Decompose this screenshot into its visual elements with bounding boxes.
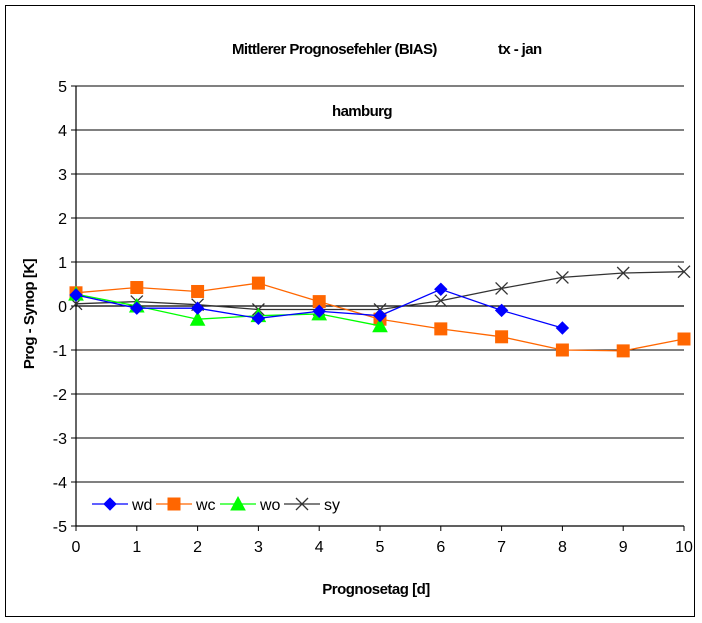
x-marker-stroke bbox=[616, 266, 630, 280]
chart-title-suffix: tx - jan bbox=[498, 41, 542, 58]
data-point-wd bbox=[373, 308, 387, 323]
legend-item-wo: wo bbox=[220, 495, 281, 514]
chart-title: Mittlerer Prognosefehler (BIAS) bbox=[232, 41, 437, 58]
legend-marker bbox=[167, 497, 181, 511]
y-axis-title: Prog - Synop [K] bbox=[21, 258, 38, 369]
series-line-sy bbox=[75, 271, 685, 311]
data-point-sy bbox=[677, 265, 691, 279]
y-tick-label: -5 bbox=[53, 519, 67, 536]
series-group bbox=[68, 265, 691, 358]
y-tick-label: 1 bbox=[58, 255, 67, 272]
data-point-wc bbox=[616, 344, 630, 358]
data-point-wc bbox=[677, 332, 691, 346]
y-tick-label: -1 bbox=[53, 343, 67, 360]
legend-item-sy: sy bbox=[284, 497, 340, 514]
data-point-wc bbox=[555, 343, 569, 357]
axes bbox=[71, 85, 685, 531]
data-point-wd bbox=[130, 301, 144, 315]
x-tick-label: 7 bbox=[497, 539, 506, 556]
x-tick-label: 5 bbox=[376, 539, 385, 556]
x-tick-label: 4 bbox=[315, 539, 324, 556]
data-point-sy bbox=[495, 281, 509, 295]
line-chart: Mittlerer Prognosefehler (BIAS) tx - jan… bbox=[21, 41, 693, 598]
legend-marker bbox=[295, 497, 309, 511]
data-point-sy bbox=[555, 270, 569, 284]
legend-marker bbox=[230, 495, 246, 511]
legend-item-wd: wd bbox=[92, 497, 152, 514]
series-wd bbox=[69, 282, 570, 335]
data-point-wc bbox=[251, 276, 265, 290]
legend-label: wd bbox=[131, 497, 152, 514]
data-point-wd bbox=[190, 301, 205, 315]
x-tick-label: 3 bbox=[254, 539, 263, 556]
y-tick-label: 2 bbox=[58, 211, 67, 228]
legend-label: wo bbox=[259, 497, 281, 514]
data-point-sy bbox=[434, 294, 448, 308]
y-tick-label: 0 bbox=[58, 299, 67, 316]
chart-title-group: Mittlerer Prognosefehler (BIAS) tx - jan bbox=[232, 41, 543, 58]
data-point-sy bbox=[616, 266, 630, 280]
data-point-wd bbox=[69, 288, 83, 302]
data-point-wo bbox=[372, 317, 388, 333]
y-tick-label: 4 bbox=[58, 123, 67, 140]
data-point-wd bbox=[251, 311, 266, 326]
x-marker-stroke bbox=[495, 281, 509, 295]
series-line-wo bbox=[75, 293, 381, 327]
x-tick-labels: 0 1 2 3 4 5 6 7 8 9 10 bbox=[72, 539, 693, 556]
x-tick-label: 0 bbox=[72, 539, 81, 556]
y-tick-label: -4 bbox=[53, 475, 67, 492]
x-tick-label: 1 bbox=[132, 539, 141, 556]
x-marker-stroke bbox=[295, 497, 309, 511]
x-marker-stroke bbox=[555, 270, 569, 284]
y-tick-label: 3 bbox=[58, 167, 67, 184]
data-point-wd bbox=[494, 303, 509, 318]
data-point-wc bbox=[191, 284, 205, 298]
data-point-wd bbox=[434, 282, 448, 296]
legend-item-wc: wc bbox=[156, 497, 216, 514]
legend-marker bbox=[103, 497, 117, 511]
y-tick-label: 5 bbox=[58, 79, 67, 96]
legend-label: sy bbox=[324, 497, 340, 514]
data-point-wc bbox=[434, 322, 448, 336]
legend: wd wc wo sy bbox=[92, 495, 340, 514]
x-tick-label: 8 bbox=[558, 539, 567, 556]
x-tick-label: 6 bbox=[436, 539, 445, 556]
x-tick-label: 2 bbox=[193, 539, 202, 556]
y-tick-label: -3 bbox=[53, 431, 67, 448]
chart-subtitle: hamburg bbox=[332, 103, 392, 120]
y-tick-label: -2 bbox=[53, 387, 67, 404]
data-point-wc bbox=[495, 330, 509, 344]
data-point-wo bbox=[189, 311, 206, 326]
data-point-wc bbox=[130, 281, 144, 295]
legend-label: wc bbox=[195, 497, 216, 514]
x-tick-label: 10 bbox=[675, 539, 693, 556]
y-tick-labels: 5 4 3 2 1 0 -1 -2 -3 -4 -5 bbox=[53, 79, 67, 536]
x-marker-stroke bbox=[434, 294, 448, 308]
data-point-wd bbox=[555, 321, 570, 335]
chart-frame: Mittlerer Prognosefehler (BIAS) tx - jan… bbox=[5, 5, 695, 617]
x-tick-label: 9 bbox=[619, 539, 628, 556]
x-axis-title: Prognosetag [d] bbox=[322, 581, 430, 598]
data-point-wd bbox=[312, 304, 326, 318]
x-marker-stroke bbox=[677, 265, 691, 279]
